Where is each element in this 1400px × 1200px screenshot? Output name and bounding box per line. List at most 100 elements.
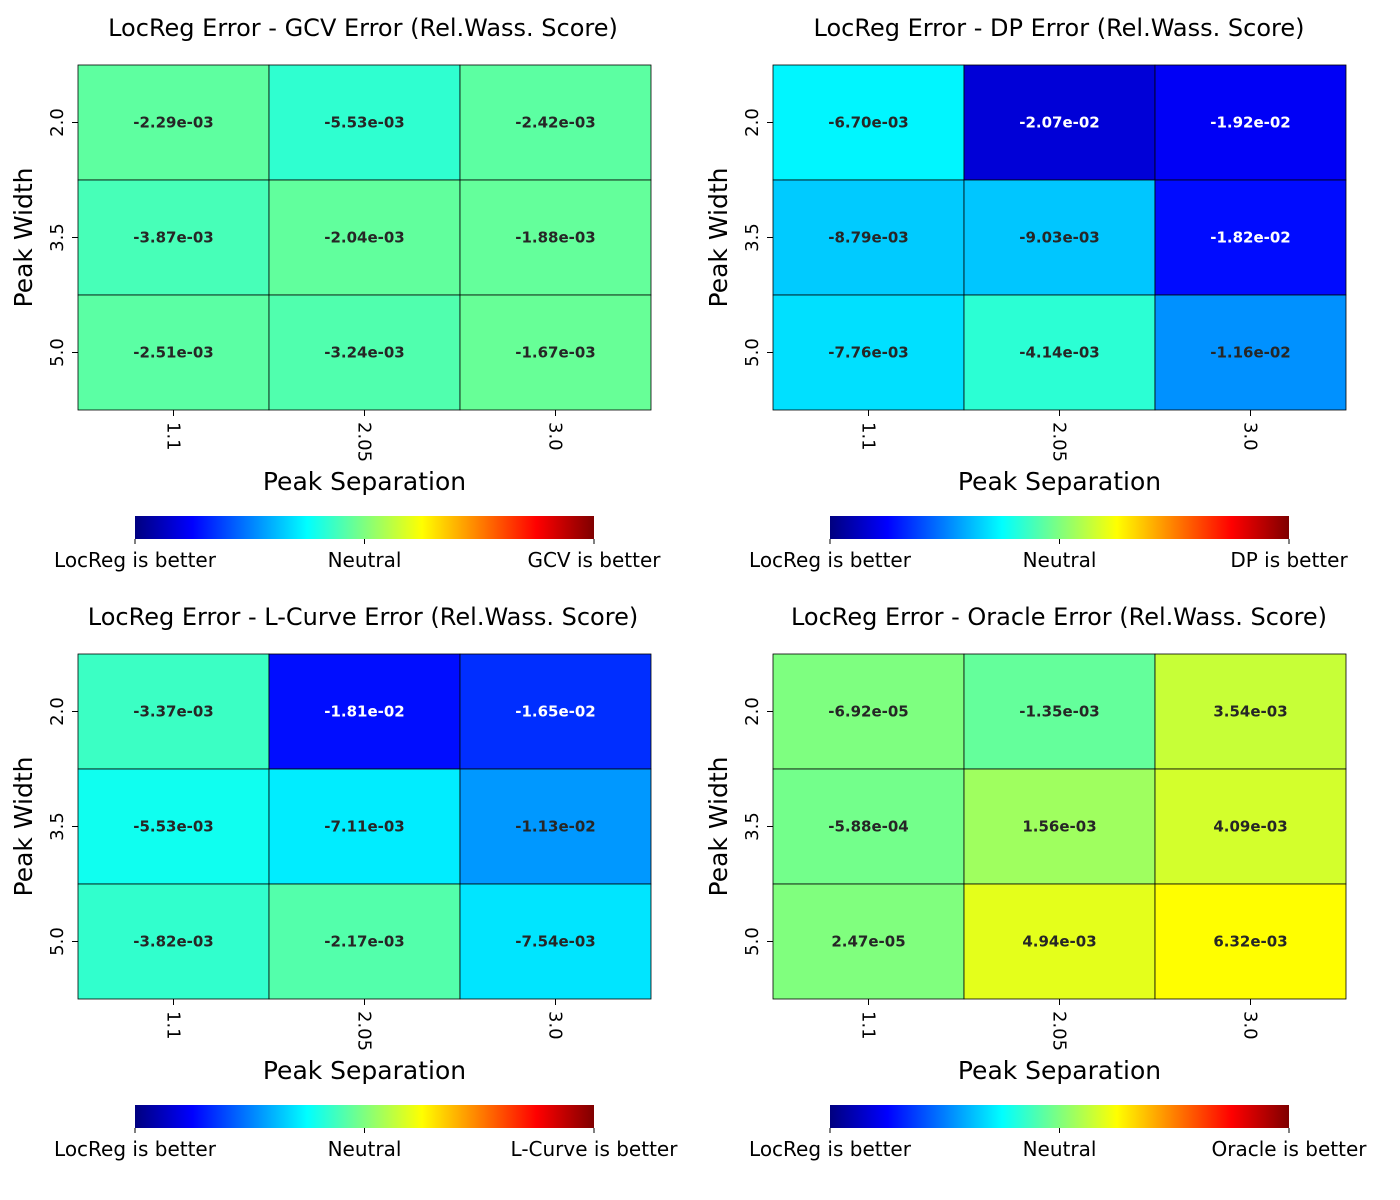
colorbar-tick-label: Neutral [1023, 1137, 1097, 1161]
cell-value-label: -3.37e-03 [133, 703, 214, 721]
colorbar-tick-label: Neutral [328, 1137, 402, 1161]
y-tick-label: 3.5 [742, 223, 763, 252]
x-tick-label: 2.05 [354, 422, 375, 462]
cell-value-label: -2.07e-02 [1019, 114, 1100, 132]
colorbar [135, 1105, 594, 1128]
y-axis-label: Peak Width [9, 757, 38, 897]
cell-value-label: 6.32e-03 [1213, 933, 1287, 951]
x-tick-label: 1.1 [163, 1011, 184, 1040]
heatmap-cell [772, 179, 965, 296]
heatmap-cell [77, 179, 270, 296]
cell-value-label: -9.03e-03 [1019, 229, 1100, 247]
heatmap-cell [268, 883, 461, 1000]
y-tick-label: 3.5 [47, 223, 68, 252]
y-tick-label: 5.0 [47, 927, 68, 956]
heatmap-cell [772, 294, 965, 411]
x-tick-label: 1.1 [858, 1011, 879, 1040]
heatmap-cell [1154, 294, 1347, 411]
heatmap-cell [1154, 64, 1347, 181]
heatmap-cell [963, 294, 1156, 411]
heatmap-cell [268, 768, 461, 885]
colorbar-tick-label: LocReg is better [749, 1137, 912, 1161]
heatmap-cell [772, 64, 965, 181]
cell-value-label: 4.94e-03 [1022, 933, 1096, 951]
colorbar [135, 516, 594, 539]
colorbar-tick-label: DP is better [1230, 548, 1348, 572]
x-axis-label: Peak Separation [958, 467, 1161, 496]
cell-value-label: 4.09e-03 [1213, 818, 1287, 836]
colorbar [830, 516, 1289, 539]
y-tick-label: 2.0 [742, 108, 763, 137]
heatmap-cell [963, 768, 1156, 885]
colorbar-tick-label: Oracle is better [1212, 1137, 1368, 1161]
cell-value-label: -1.35e-03 [1019, 703, 1100, 721]
heatmap-cell [772, 883, 965, 1000]
chart-title: LocReg Error - GCV Error (Rel.Wass. Scor… [108, 14, 618, 42]
y-tick-label: 5.0 [742, 338, 763, 367]
cell-value-label: -1.65e-02 [515, 703, 596, 721]
y-tick-label: 5.0 [47, 338, 68, 367]
heatmap-cell [77, 64, 270, 181]
cell-value-label: -6.92e-05 [828, 703, 909, 721]
heatmap-cell [459, 768, 652, 885]
cell-value-label: -1.88e-03 [515, 229, 596, 247]
heatmap-cell [268, 64, 461, 181]
y-axis-label: Peak Width [704, 757, 733, 897]
cell-value-label: -2.17e-03 [324, 933, 405, 951]
heatmap-cell [268, 653, 461, 770]
cell-value-label: -3.24e-03 [324, 344, 405, 362]
cell-value-label: 3.54e-03 [1213, 703, 1287, 721]
y-tick-label: 3.5 [47, 812, 68, 841]
heatmap-cell [77, 768, 270, 885]
heatmap-panel-4: LocReg Error - Oracle Error (Rel.Wass. S… [704, 603, 1367, 1161]
cell-value-label: -7.54e-03 [515, 933, 596, 951]
y-tick-label: 5.0 [742, 927, 763, 956]
cell-value-label: -1.81e-02 [324, 703, 405, 721]
cell-value-label: -5.88e-04 [828, 818, 909, 836]
cell-value-label: -1.67e-03 [515, 344, 596, 362]
heatmap-cell [1154, 883, 1347, 1000]
heatmap-cell [459, 653, 652, 770]
colorbar-tick-label: LocReg is better [54, 548, 217, 572]
x-tick-label: 2.05 [1049, 1011, 1070, 1051]
colorbar-tick-label: LocReg is better [749, 548, 912, 572]
colorbar-tick-label: LocReg is better [54, 1137, 217, 1161]
cell-value-label: -1.13e-02 [515, 818, 596, 836]
heatmap-panel-1: LocReg Error - GCV Error (Rel.Wass. Scor… [9, 14, 661, 572]
x-tick-label: 3.0 [1240, 1011, 1261, 1040]
cell-value-label: -5.53e-03 [324, 114, 405, 132]
x-tick-label: 2.05 [354, 1011, 375, 1051]
chart-title: LocReg Error - DP Error (Rel.Wass. Score… [814, 14, 1305, 42]
x-tick-label: 3.0 [545, 422, 566, 451]
heatmap-panel-2: LocReg Error - DP Error (Rel.Wass. Score… [704, 14, 1348, 572]
heatmap-cell [459, 883, 652, 1000]
heatmap-cell [77, 294, 270, 411]
y-tick-label: 2.0 [47, 697, 68, 726]
cell-value-label: -4.14e-03 [1019, 344, 1100, 362]
x-tick-label: 1.1 [858, 422, 879, 451]
cell-value-label: -5.53e-03 [133, 818, 214, 836]
cell-value-label: -3.87e-03 [133, 229, 214, 247]
x-axis-label: Peak Separation [263, 467, 466, 496]
heatmap-cell [772, 653, 965, 770]
x-axis-label: Peak Separation [958, 1056, 1161, 1085]
y-tick-label: 2.0 [47, 108, 68, 137]
colorbar-tick-label: GCV is better [527, 548, 661, 572]
cell-value-label: 1.56e-03 [1022, 818, 1096, 836]
heatmap-cell [77, 883, 270, 1000]
heatmap-cell [459, 64, 652, 181]
cell-value-label: -2.51e-03 [133, 344, 214, 362]
heatmap-cell [772, 768, 965, 885]
heatmap-cell [963, 653, 1156, 770]
cell-value-label: 2.47e-05 [831, 933, 905, 951]
heatmap-cell [77, 653, 270, 770]
cell-value-label: -1.82e-02 [1210, 229, 1291, 247]
heatmap-cell [963, 179, 1156, 296]
heatmap-cell [1154, 768, 1347, 885]
heatmap-cell [1154, 653, 1347, 770]
heatmap-cell [963, 64, 1156, 181]
x-tick-label: 3.0 [545, 1011, 566, 1040]
heatmap-panel-3: LocReg Error - L-Curve Error (Rel.Wass. … [9, 603, 678, 1161]
cell-value-label: -2.29e-03 [133, 114, 214, 132]
heatmap-cell [459, 179, 652, 296]
